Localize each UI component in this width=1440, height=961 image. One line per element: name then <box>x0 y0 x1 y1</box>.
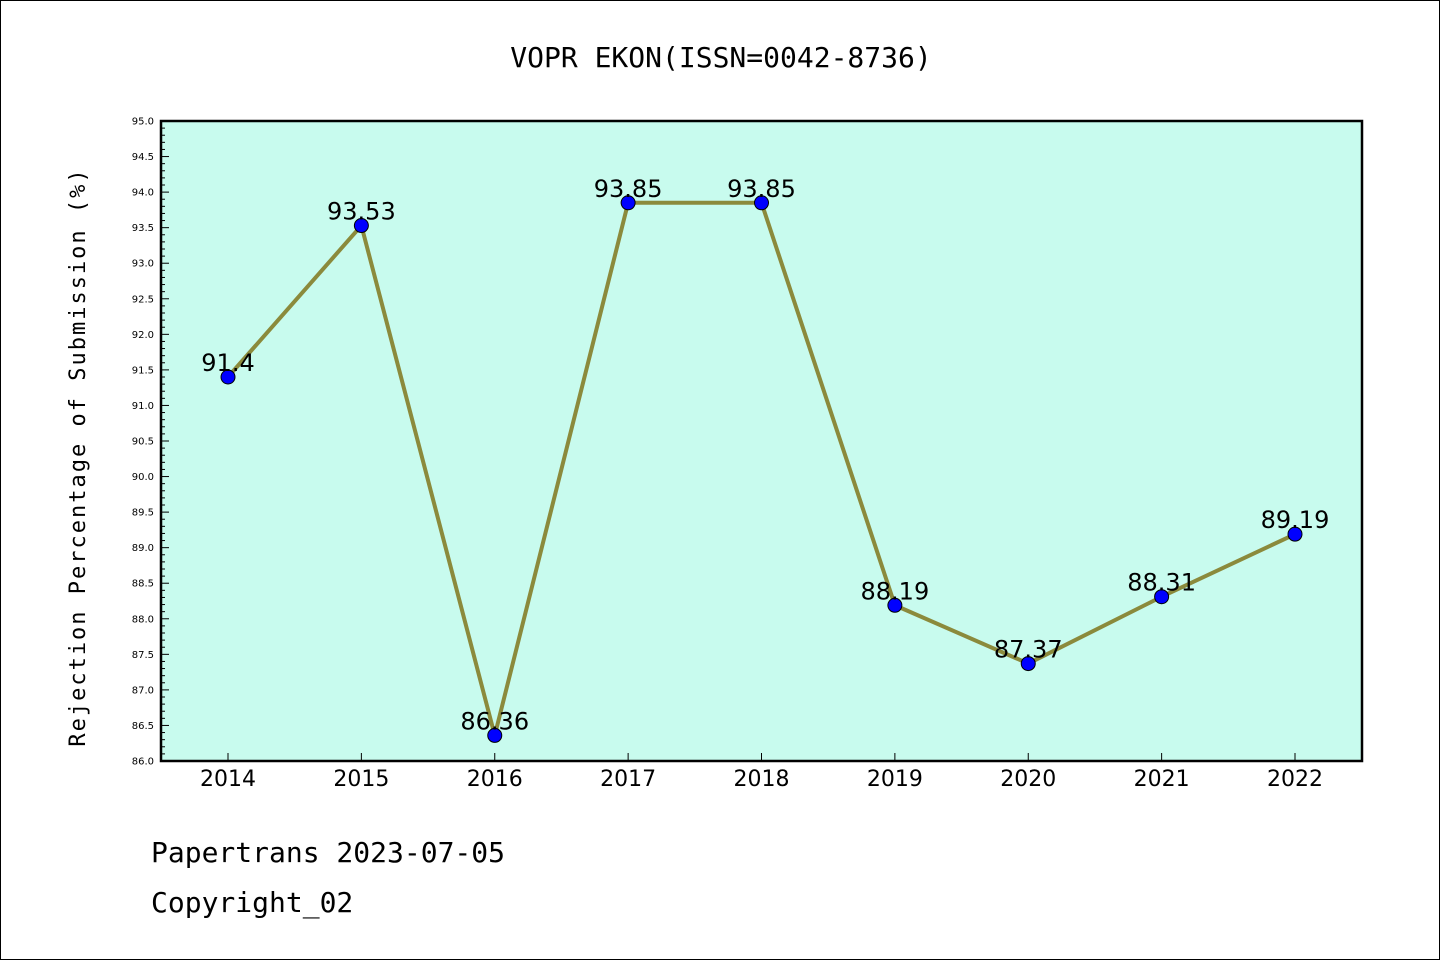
x-tick-label: 2019 <box>867 767 923 792</box>
data-label: 93.85 <box>727 175 796 203</box>
footer-date: Papertrans 2023-07-05 <box>151 836 506 869</box>
data-point <box>1154 589 1170 605</box>
footer-copyright: Copyright_02 <box>151 886 354 919</box>
y-tick-label: 88.0 <box>132 614 154 625</box>
x-axis: 2014 2015 2016 2017 2018 2019 2020 2021 2022 <box>200 753 1323 792</box>
data-point <box>487 727 503 743</box>
y-tick-label: 89.0 <box>132 543 154 554</box>
x-tick-label: 2015 <box>333 767 389 792</box>
data-label: 89.19 <box>1261 506 1330 534</box>
data-label: 86.36 <box>460 707 529 735</box>
data-label: 88.19 <box>861 577 930 605</box>
data-point <box>220 369 236 385</box>
data-point <box>353 218 369 234</box>
y-tick-label: 88.5 <box>132 579 154 590</box>
x-tick-label: 2021 <box>1134 767 1190 792</box>
y-tick-label: 92.0 <box>132 330 154 341</box>
x-tick-label: 2017 <box>600 767 656 792</box>
y-tick-label: 86.5 <box>132 721 154 732</box>
y-axis: 86.0 86.5 87.0 87.5 88.0 88.5 89.0 89.5 90.0 90.5… <box>132 117 169 768</box>
series-line <box>220 195 1303 743</box>
data-labels: 91.4 93.53 86.36 93.85 93.85 88.19 87.37 88.31 8… <box>201 175 1329 736</box>
data-point <box>887 597 903 613</box>
y-tick-label: 94.0 <box>132 188 154 199</box>
data-label: 87.37 <box>994 636 1063 664</box>
y-tick-label: 87.0 <box>132 685 154 696</box>
y-tick-label: 86.0 <box>132 757 154 768</box>
x-tick-label: 2016 <box>467 767 523 792</box>
data-label: 93.53 <box>327 198 396 226</box>
y-tick-label: 91.5 <box>132 365 154 376</box>
y-tick-label: 90.5 <box>132 437 154 448</box>
y-axis-label: Rejection Percentage of Submission (%) <box>66 167 91 746</box>
y-tick-label: 93.0 <box>132 259 154 270</box>
y-tick-label: 94.5 <box>132 152 154 163</box>
data-label: 91.4 <box>201 349 254 377</box>
y-tick-label: 87.5 <box>132 650 154 661</box>
data-point <box>1020 656 1036 672</box>
y-tick-label: 91.0 <box>132 401 154 412</box>
y-tick-label: 95.0 <box>132 117 154 128</box>
data-point <box>620 195 636 211</box>
y-tick-label: 92.5 <box>132 294 154 305</box>
data-label: 93.85 <box>594 175 663 203</box>
data-label: 88.31 <box>1127 569 1196 597</box>
chart-title: VOPR EKON(ISSN=0042-8736) <box>510 41 931 74</box>
x-tick-label: 2020 <box>1000 767 1056 792</box>
data-point <box>754 195 769 211</box>
y-tick-label: 93.5 <box>132 223 154 234</box>
data-point <box>1287 526 1303 542</box>
y-tick-label: 89.5 <box>132 508 154 519</box>
x-tick-label: 2018 <box>734 767 790 792</box>
x-tick-label: 2022 <box>1267 767 1323 792</box>
y-tick-label: 90.0 <box>132 472 154 483</box>
x-tick-label: 2014 <box>200 767 256 792</box>
